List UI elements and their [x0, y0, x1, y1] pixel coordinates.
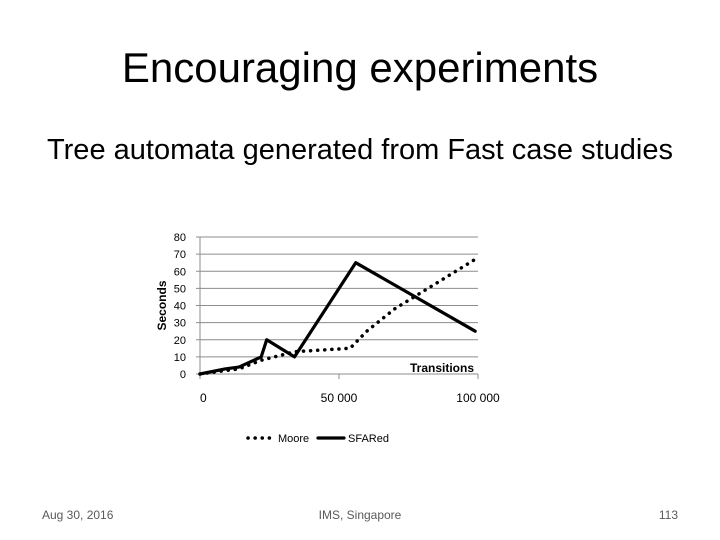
chart-gridlines: [200, 236, 478, 358]
x-tick-label: 50 000: [321, 391, 358, 405]
y-tick-label: 80: [174, 232, 186, 244]
y-tick-label: 70: [174, 249, 186, 261]
y-tick-label: 20: [174, 335, 186, 347]
y-tick-label: 10: [174, 352, 186, 364]
x-tick-label: 100 000: [456, 391, 500, 405]
series-line-moore: [198, 257, 477, 376]
series-line-sfared: [198, 261, 477, 376]
chart-axes: [196, 236, 479, 379]
legend-label-moore: Moore: [278, 433, 309, 445]
chart-legend: Moore SFARed: [246, 433, 389, 445]
x-axis-title: Transitions: [410, 361, 474, 375]
footer-date: Aug 30, 2016: [42, 508, 114, 522]
slide-title: Encouraging experiments: [121, 44, 599, 91]
y-tick-label: 0: [180, 369, 186, 381]
x-tick-label: 0: [200, 391, 207, 405]
chart-series: [198, 257, 477, 376]
y-axis-title: Seconds: [155, 280, 169, 330]
footer-page-number: 113: [658, 508, 678, 522]
legend-label-sfared: SFARed: [348, 433, 389, 445]
footer-venue: IMS, Singapore: [318, 508, 402, 522]
y-tick-label: 30: [174, 318, 186, 330]
y-tick-label: 50: [174, 283, 186, 295]
y-tick-label: 60: [174, 266, 186, 278]
slide-subtitle: Tree automata generated from Fast case s…: [47, 134, 673, 166]
chart-labels: 0 10 20 30 40 50 60 70 80 0 50 000 100 000 Seconds Tr…: [155, 232, 500, 405]
y-tick-label: 40: [174, 301, 186, 313]
